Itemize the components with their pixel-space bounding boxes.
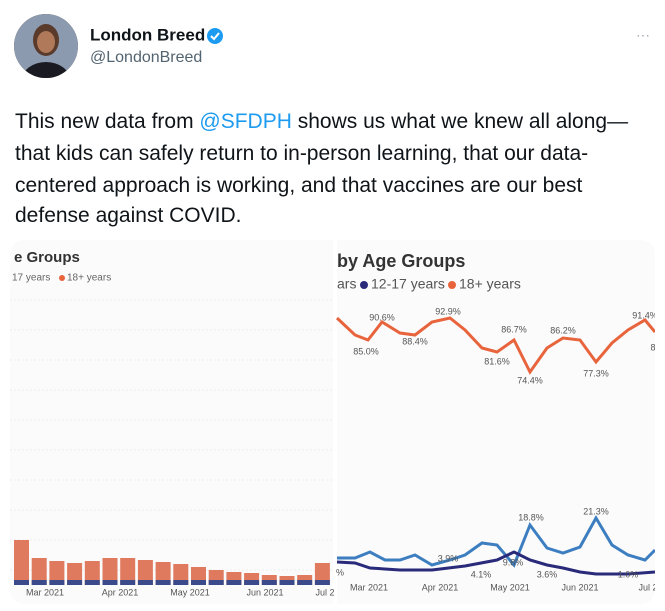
tweet-line: defense against COVID. xyxy=(15,204,241,227)
author-handle[interactable]: @LondonBreed xyxy=(90,49,202,66)
mention-link[interactable]: @SFDPH xyxy=(199,110,292,133)
bar-12-17 xyxy=(84,580,100,585)
data-label: 81.6% xyxy=(484,356,510,366)
tweet-line: that kids can safely return to in-person… xyxy=(15,142,588,165)
data-label: 3.6% xyxy=(537,569,558,579)
line-18plus xyxy=(335,316,655,375)
bar-18plus xyxy=(31,558,47,585)
bar-12-17 xyxy=(279,580,295,585)
data-label: 77.3% xyxy=(583,368,609,378)
tweet-span: defense against COVID. xyxy=(15,204,241,227)
bar-12-17 xyxy=(31,580,47,585)
legend-dot xyxy=(448,281,456,289)
media[interactable]: e Groups 17 years 18+ years Mar 2021 Apr 202… xyxy=(10,240,658,604)
tweet-text: This new data from @SFDPH shows us what … xyxy=(15,110,628,227)
bar-18plus xyxy=(67,563,83,585)
bar-12-17 xyxy=(14,580,29,585)
data-label: 85.0% xyxy=(353,346,379,356)
bar-12-17 xyxy=(191,580,206,585)
bar-18plus xyxy=(137,560,153,585)
data-label: 21.3% xyxy=(583,506,609,516)
tweet-span: that kids can safely return to in-person… xyxy=(15,142,588,165)
bar-12-17 xyxy=(208,580,224,585)
data-label: 88.4% xyxy=(402,336,428,346)
x-axis-label: Jul 2 xyxy=(315,587,334,597)
image-right xyxy=(337,240,655,604)
bar-12-17 xyxy=(261,580,277,585)
bar-18plus xyxy=(84,561,100,585)
line-12-17 xyxy=(336,550,655,576)
author-name[interactable]: London Breed xyxy=(90,25,205,44)
data-label: 9.8% xyxy=(503,557,524,567)
data-label: 90.6% xyxy=(369,312,395,322)
bar-12-17 xyxy=(155,580,171,585)
x-axis-label: Jun 2021 xyxy=(561,582,598,592)
bar-18plus xyxy=(155,562,171,585)
verified-badge xyxy=(207,28,223,44)
more-button[interactable]: ··· xyxy=(636,27,650,43)
bar-18plus xyxy=(120,558,136,585)
data-label: 1.0% xyxy=(618,569,639,579)
data-label: 8 xyxy=(650,342,655,352)
legend-label: 12-17 years xyxy=(371,276,445,292)
x-axis-label: Apr 2021 xyxy=(102,587,139,597)
bar-12-17 xyxy=(137,580,153,585)
bar-12-17 xyxy=(226,580,242,585)
bar-12-17 xyxy=(67,580,83,585)
divider xyxy=(333,240,337,604)
data-label: 86.7% xyxy=(501,324,527,334)
data-label: 86.2% xyxy=(550,325,576,335)
data-label: % xyxy=(336,567,344,577)
x-axis-label: May 2021 xyxy=(170,587,210,597)
x-axis-label: Mar 2021 xyxy=(350,582,388,592)
x-axis-label: Apr 2021 xyxy=(422,582,459,592)
bar-18plus xyxy=(173,564,189,585)
bar-12-17 xyxy=(297,580,313,585)
bar-12-17 xyxy=(102,580,118,585)
bar-18plus xyxy=(102,558,118,585)
tweet-line: This new data from @SFDPH shows us what … xyxy=(15,110,628,133)
legend-dot xyxy=(59,275,65,281)
left-chart: e Groups 17 years 18+ years Mar 2021 Apr 202… xyxy=(10,249,335,597)
bar-12-17 xyxy=(120,580,136,585)
data-label: 4.1% xyxy=(471,569,492,579)
data-label: 3.9% xyxy=(438,553,459,563)
chart-title: e Groups xyxy=(14,249,80,266)
data-label: 18.8% xyxy=(518,512,544,522)
right-chart: by Age Groups ars 12-17 years 18+ years 90.6… xyxy=(335,251,658,592)
legend-label: 18+ years xyxy=(459,276,521,292)
image-left xyxy=(10,240,333,604)
line-blue xyxy=(337,514,655,568)
bar-18plus xyxy=(49,561,65,585)
data-label: 74.4% xyxy=(517,375,543,385)
x-axis-label: Jun 2021 xyxy=(246,587,283,597)
tweet-line: centered approach is working, and that v… xyxy=(15,174,582,197)
tweet-span: This new data from xyxy=(15,110,199,133)
avatar[interactable] xyxy=(14,14,78,98)
x-axis-label: May 2021 xyxy=(490,582,530,592)
data-label: 92.9% xyxy=(435,306,461,316)
bar-12-17 xyxy=(49,580,65,585)
bar-12-17 xyxy=(244,580,260,585)
bar-12-17 xyxy=(173,580,189,585)
bar-18plus xyxy=(14,540,29,585)
x-axis-label: Mar 2021 xyxy=(26,587,64,597)
legend-label: 17 years xyxy=(12,273,50,284)
legend-dot xyxy=(360,281,368,289)
tweet-span: shows us what we knew all along— xyxy=(292,110,628,133)
x-axis-label: Jul 2 xyxy=(638,582,657,592)
bar-18plus xyxy=(314,563,330,585)
legend-label: 18+ years xyxy=(67,273,111,284)
chart-title: by Age Groups xyxy=(337,251,465,271)
tweet-span: centered approach is working, and that v… xyxy=(15,174,582,197)
legend-label: ars xyxy=(337,276,356,292)
bar-12-17 xyxy=(314,580,330,585)
data-label: 91.4% xyxy=(632,310,658,320)
